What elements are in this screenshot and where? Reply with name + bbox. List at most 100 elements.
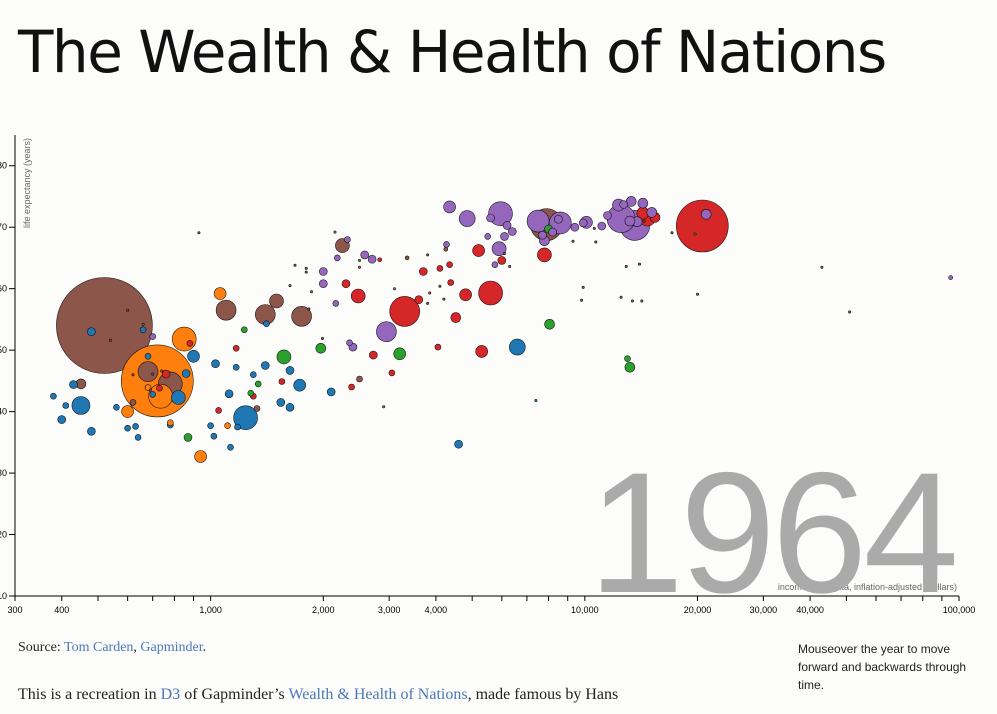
country-dot-17[interactable] (291, 306, 312, 327)
country-dot-121[interactable] (149, 391, 156, 398)
country-dot-51[interactable] (507, 227, 517, 236)
country-dot-148[interactable] (382, 405, 386, 409)
country-dot-107[interactable] (87, 327, 96, 336)
country-dot-101[interactable] (87, 426, 96, 436)
country-dot-90[interactable] (247, 389, 255, 397)
country-dot-36[interactable] (393, 347, 407, 361)
country-dot-150[interactable] (333, 230, 337, 234)
country-dot-151[interactable] (426, 253, 430, 257)
country-dot-166[interactable] (642, 219, 646, 223)
country-dot-127[interactable] (646, 207, 658, 218)
chart-area[interactable]: 10 20 30 40 50 60 70 80 300 400 1,000 2,000 3,000 4,… (0, 120, 997, 620)
bubble-chart[interactable]: 10 20 30 40 50 60 70 80 300 400 1,000 2,000 3,000 4,… (0, 120, 997, 620)
country-dot-110[interactable] (161, 369, 171, 379)
country-dot-159[interactable] (581, 285, 585, 289)
country-dot-61[interactable] (414, 295, 424, 304)
country-dot-42[interactable] (293, 378, 307, 392)
country-dot-79[interactable] (224, 389, 234, 399)
country-dot-76[interactable] (276, 398, 286, 407)
country-dot-57[interactable] (418, 267, 428, 276)
country-dot-115[interactable] (186, 340, 194, 347)
country-dot-35[interactable] (276, 349, 292, 365)
country-dot-94[interactable] (250, 371, 257, 378)
country-dot-142[interactable] (443, 247, 449, 252)
country-dot-85[interactable] (278, 378, 286, 385)
country-dot-52[interactable] (497, 256, 507, 265)
country-dot-88[interactable] (215, 407, 222, 414)
country-dot-10[interactable] (478, 280, 503, 306)
country-dot-100[interactable] (254, 380, 262, 388)
country-dot-162[interactable] (594, 240, 598, 244)
country-dot-113[interactable] (167, 419, 174, 427)
country-dot-53[interactable] (570, 222, 580, 232)
country-dot-136[interactable] (502, 221, 512, 230)
country-dot-40[interactable] (194, 450, 207, 463)
country-dot-22[interactable] (71, 396, 91, 415)
country-dot-25[interactable] (537, 247, 552, 263)
tom-carden-link[interactable]: Tom Carden (64, 640, 134, 655)
country-dot-23[interactable] (508, 338, 526, 356)
country-dot-186[interactable] (160, 369, 164, 373)
country-dot-173[interactable] (320, 337, 324, 341)
country-dot-92[interactable] (227, 443, 234, 451)
country-dot-28[interactable] (269, 293, 284, 309)
country-dot-146[interactable] (304, 266, 308, 270)
country-dot-109[interactable] (134, 434, 142, 441)
country-dot-83[interactable] (207, 422, 214, 430)
country-dot-108[interactable] (124, 424, 131, 432)
country-dot-119[interactable] (113, 403, 120, 411)
country-dot-45[interactable] (544, 319, 555, 330)
country-dot-19[interactable] (215, 299, 237, 321)
country-dot-7[interactable] (233, 405, 258, 431)
country-dot-24[interactable] (491, 241, 507, 256)
country-dot-114[interactable] (132, 423, 139, 430)
country-dot-137[interactable] (486, 213, 495, 223)
country-dot-31[interactable] (472, 244, 485, 257)
country-dot-135[interactable] (619, 200, 629, 209)
country-dot-70[interactable] (360, 250, 370, 260)
country-dot-158[interactable] (579, 298, 583, 302)
country-dot-56[interactable] (341, 279, 351, 288)
country-dot-172[interactable] (508, 265, 512, 269)
country-dot-32[interactable] (443, 200, 456, 214)
country-dot-145[interactable] (377, 257, 383, 263)
country-dot-160[interactable] (534, 398, 538, 402)
country-dot-63[interactable] (447, 279, 455, 286)
country-dot-12[interactable] (376, 321, 397, 342)
country-dot-152[interactable] (695, 292, 699, 296)
country-dot-167[interactable] (571, 239, 575, 243)
country-dot-138[interactable] (500, 232, 509, 241)
country-dot-0[interactable] (56, 277, 153, 374)
country-dot-98[interactable] (241, 326, 248, 334)
country-dot-73[interactable] (333, 254, 341, 262)
country-dot-47[interactable] (454, 439, 463, 449)
country-dot-139[interactable] (624, 215, 636, 227)
country-dot-39[interactable] (171, 390, 186, 405)
country-dot-16[interactable] (137, 361, 159, 382)
country-dot-163[interactable] (428, 291, 432, 295)
country-dot-58[interactable] (318, 267, 328, 276)
country-dot-91[interactable] (210, 432, 218, 440)
country-dot-180[interactable] (619, 295, 623, 299)
country-dot-97[interactable] (232, 345, 240, 352)
country-dot-170[interactable] (307, 307, 311, 311)
country-dot-46[interactable] (624, 362, 636, 373)
country-dot-26[interactable] (459, 288, 472, 302)
country-dot-144[interactable] (404, 255, 410, 261)
country-dot-66[interactable] (346, 339, 353, 347)
country-dot-2[interactable] (675, 199, 729, 253)
country-dot-156[interactable] (630, 299, 634, 303)
country-dot-155[interactable] (848, 310, 852, 314)
country-dot-27[interactable] (350, 288, 366, 304)
country-dot-43[interactable] (315, 343, 327, 354)
d3-link[interactable]: D3 (160, 686, 181, 703)
country-dot-96[interactable] (234, 423, 241, 431)
country-dot-175[interactable] (304, 270, 308, 274)
country-dot-105[interactable] (62, 402, 70, 409)
country-dot-153[interactable] (693, 232, 697, 236)
country-dot-82[interactable] (183, 433, 193, 442)
country-dot-102[interactable] (69, 380, 78, 389)
country-dot-171[interactable] (502, 252, 506, 256)
country-dot-78[interactable] (211, 359, 220, 368)
country-dot-134[interactable] (603, 211, 612, 220)
